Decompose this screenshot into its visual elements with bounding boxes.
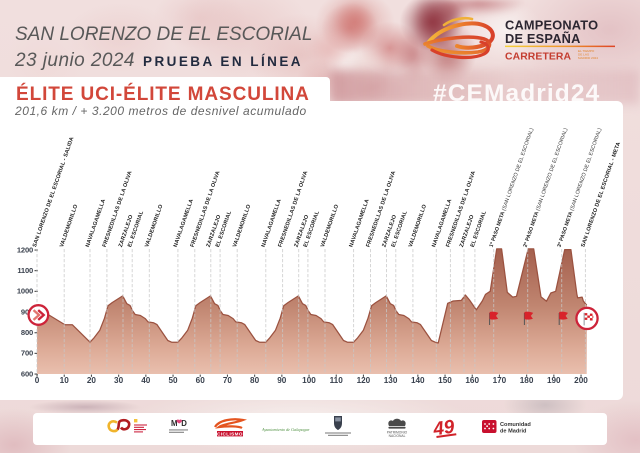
svg-text:700: 700 <box>21 349 33 358</box>
svg-text:50: 50 <box>168 376 178 385</box>
svg-text:1100: 1100 <box>17 266 33 275</box>
svg-text:900: 900 <box>21 307 33 316</box>
svg-text:180: 180 <box>520 376 534 385</box>
svg-text:1200: 1200 <box>17 245 33 254</box>
svg-text:70: 70 <box>223 376 233 385</box>
svg-text:30: 30 <box>114 376 124 385</box>
svg-text:120: 120 <box>357 376 371 385</box>
svg-text:CARRETERA: CARRETERA <box>505 52 572 63</box>
svg-text:150: 150 <box>438 376 452 385</box>
svg-text:VALDEMORILLO: VALDEMORILLO <box>320 203 340 248</box>
svg-text:VALDEMORILLO: VALDEMORILLO <box>232 203 252 248</box>
svg-text:80: 80 <box>250 376 260 385</box>
svg-text:D: D <box>181 419 187 428</box>
svg-text:DE ESPAÑA: DE ESPAÑA <box>505 31 581 46</box>
svg-text:VALDEMORILLO: VALDEMORILLO <box>59 203 79 248</box>
svg-text:60: 60 <box>196 376 206 385</box>
svg-text:de Madrid: de Madrid <box>500 428 527 434</box>
svg-text:NACIONAL: NACIONAL <box>389 434 406 438</box>
svg-text:110: 110 <box>330 376 344 385</box>
svg-text:PATRIMONIO: PATRIMONIO <box>387 430 408 434</box>
svg-text:1000: 1000 <box>17 287 33 296</box>
svg-text:40: 40 <box>141 376 151 385</box>
svg-text:600: 600 <box>21 369 33 378</box>
svg-text:VALDEMORILLO: VALDEMORILLO <box>144 203 164 248</box>
svg-text:140: 140 <box>411 376 425 385</box>
svg-text:10: 10 <box>60 376 70 385</box>
svg-text:100: 100 <box>302 376 316 385</box>
svg-text:FRESNEDILLAS DE LA OLIVA: FRESNEDILLAS DE LA OLIVA <box>102 170 134 248</box>
svg-text:FRESNEDILLAS DE LA OLIVA: FRESNEDILLAS DE LA OLIVA <box>365 170 397 248</box>
svg-text:0: 0 <box>35 376 40 385</box>
svg-text:CICLISMO: CICLISMO <box>217 432 243 437</box>
svg-text:Ayuntamiento de Galapagar: Ayuntamiento de Galapagar <box>261 427 310 432</box>
svg-text:Comunidad: Comunidad <box>500 422 531 428</box>
svg-text:170: 170 <box>493 376 507 385</box>
svg-text:800: 800 <box>21 328 33 337</box>
svg-text:FRESNEDILLAS DE LA OLIVA: FRESNEDILLAS DE LA OLIVA <box>278 170 310 248</box>
svg-text:EL TIEMPO: EL TIEMPO <box>578 49 595 53</box>
svg-text:20: 20 <box>87 376 97 385</box>
svg-text:200: 200 <box>574 376 588 385</box>
svg-text:130: 130 <box>384 376 398 385</box>
svg-text:FRESNEDILLAS DE LA OLIVA: FRESNEDILLAS DE LA OLIVA <box>190 170 222 248</box>
svg-text:90: 90 <box>277 376 287 385</box>
svg-text:160: 160 <box>465 376 479 385</box>
svg-text:DE LAS: DE LAS <box>578 53 589 57</box>
svg-text:190: 190 <box>547 376 561 385</box>
svg-text:M: M <box>171 419 178 428</box>
svg-text:MADRID 2024: MADRID 2024 <box>578 56 598 60</box>
svg-text:CAMPEONATO: CAMPEONATO <box>505 18 598 33</box>
svg-text:VALDEMORILLO: VALDEMORILLO <box>408 203 428 248</box>
